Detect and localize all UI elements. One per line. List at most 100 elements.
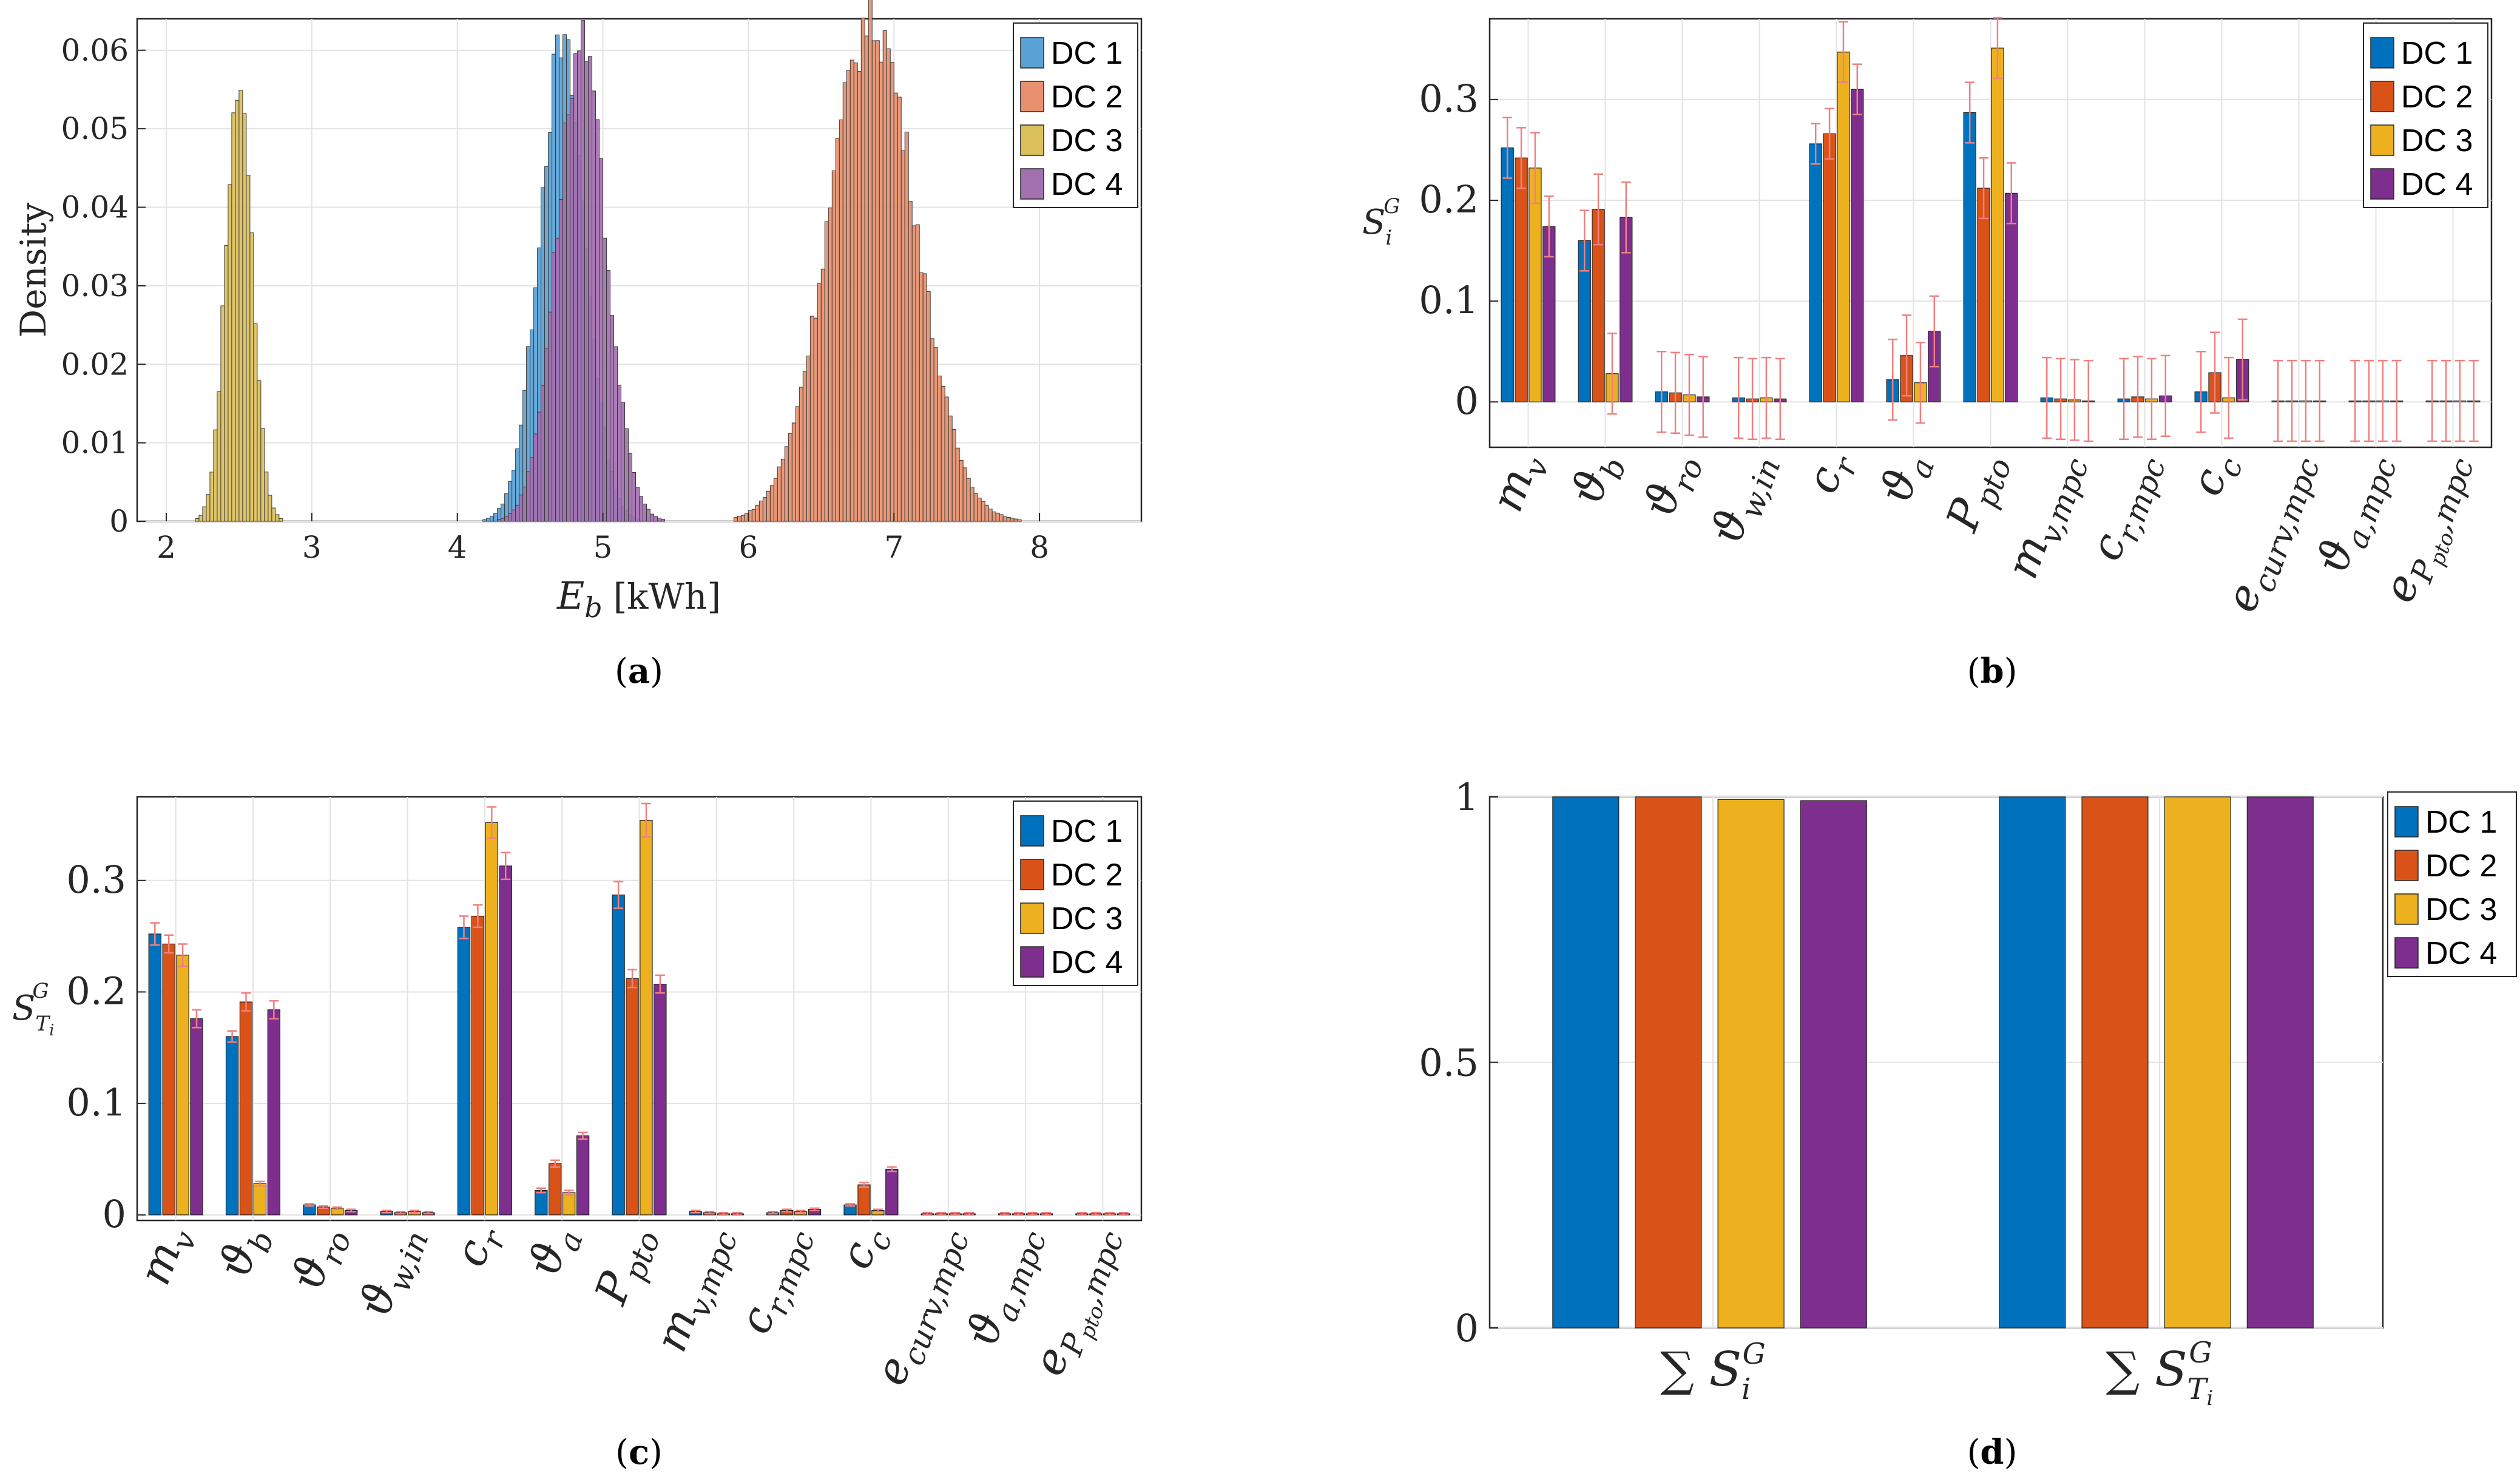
bar-dc4-6: [2005, 192, 2018, 402]
bar-dc4-1: [267, 1009, 281, 1216]
histogram-bin-dc2: [839, 119, 843, 522]
legend-swatch-dc1: [1020, 37, 1044, 69]
category-label-9: cc: [2180, 445, 2250, 504]
y-tick-label: 0.06: [61, 33, 129, 68]
bar-dc4-9: [885, 1168, 899, 1216]
bar-series-dc2: [1515, 107, 2453, 442]
legend-swatch-dc2: [1020, 81, 1044, 112]
bar-dc4-6: [654, 983, 667, 1216]
histogram-bin-dc3: [238, 90, 243, 522]
legend-swatch-dc4: [1020, 168, 1044, 200]
legend-label-dc3: DC 3: [2425, 892, 2497, 927]
histogram-series-dc4: [497, 20, 665, 522]
histogram-bin-dc2: [882, 30, 887, 522]
histogram-bin-dc2: [937, 375, 942, 522]
histogram-bin-dc4: [653, 516, 658, 522]
histogram-bin-dc2: [860, 18, 865, 522]
histogram-bin-dc2: [769, 485, 774, 522]
histogram-bin-dc4: [584, 61, 589, 522]
category-label-1: ϑb: [1561, 445, 1633, 513]
histogram-bin-dc3: [242, 113, 247, 522]
y-tick-label: 0.2: [1419, 177, 1479, 222]
histogram-bin-dc2: [835, 138, 840, 522]
histogram-bin-dc2: [751, 509, 756, 522]
histogram-bin-dc4: [624, 428, 629, 522]
histogram-bin-dc2: [1002, 516, 1007, 522]
histogram-bin-dc4: [508, 513, 513, 522]
category-label-8: cr,mpc: [729, 1219, 822, 1342]
bar-series-dc2: [1635, 796, 2149, 1328]
legend-label-dc4: DC 4: [2425, 936, 2497, 971]
panel-c-ylabel: STiG: [12, 979, 54, 1040]
histogram-bin-dc3: [235, 100, 240, 522]
histogram-bin-dc2: [948, 415, 953, 522]
histogram-bin-dc2: [788, 433, 792, 522]
bar-series-dc2: [162, 904, 1103, 1216]
bar-series-dc4: [1800, 796, 2314, 1328]
histogram-bin-dc2: [973, 493, 978, 522]
bar-dc3-6: [640, 819, 653, 1216]
histogram-bin-dc2: [766, 490, 771, 522]
bar-dc2-5: [549, 1163, 562, 1216]
histogram-bin-dc2: [762, 497, 767, 522]
bar-dc3-4: [485, 822, 499, 1216]
legend-label-dc1: DC 1: [1051, 814, 1123, 849]
histogram-bin-dc2: [981, 501, 985, 522]
histogram-bin-dc1: [493, 512, 498, 522]
histogram-bin-dc3: [206, 494, 211, 522]
histogram-bin-dc2: [824, 221, 829, 522]
histogram-bin-dc2: [777, 466, 782, 522]
histogram-bin-dc2: [850, 59, 854, 522]
histogram-bin-dc4: [628, 453, 633, 522]
histogram-bin-dc4: [610, 315, 615, 522]
bar-dc3-6: [1991, 47, 2004, 402]
y-tick-label: 0: [1455, 379, 1479, 423]
category-label-1: ϑb: [208, 1219, 281, 1287]
bar-dc1-0: [148, 933, 161, 1216]
histogram-bin-dc2: [922, 273, 927, 522]
histogram-bin-dc2: [941, 385, 945, 522]
histogram-bin-dc2: [988, 509, 993, 522]
histogram-bin-dc4: [649, 513, 654, 522]
bar-dc3-0: [176, 955, 189, 1216]
histogram-bin-dc2: [962, 467, 967, 522]
histogram-bin-dc4: [595, 119, 600, 522]
category-label-0: mv: [1481, 445, 1556, 521]
histogram-bin-dc2: [930, 338, 934, 522]
legend-label-dc3: DC 3: [1051, 123, 1123, 158]
panel-a-xlabel-unit: [kWh]: [613, 576, 721, 617]
histogram-bin-dc3: [275, 514, 280, 522]
panel-d-caption: (d): [1967, 1432, 2018, 1472]
histogram-bin-dc2: [926, 291, 931, 522]
legend-label-dc3: DC 3: [2401, 123, 2473, 158]
histogram-bin-dc2: [773, 478, 778, 522]
y-tick-label: 0.1: [66, 1080, 126, 1125]
histogram-bin-dc2: [911, 225, 916, 522]
histogram-bin-dc4: [606, 270, 611, 522]
histogram-bin-dc2: [955, 447, 960, 522]
histogram-bin-dc2: [999, 514, 1004, 522]
histogram-bin-dc2: [780, 458, 785, 522]
bar-dc1-0: [1501, 147, 1514, 402]
bar-dc3-1: [2164, 796, 2231, 1328]
category-label-1: ∑ STiG: [2106, 1336, 2214, 1410]
x-tick-label: 8: [1030, 530, 1049, 565]
x-tick-label: 6: [738, 530, 758, 565]
bar-dc1-6: [612, 895, 625, 1216]
category-label-0: ∑ SiG: [1660, 1337, 1766, 1406]
histogram-bin-dc2: [944, 396, 949, 522]
category-label-9: cc: [829, 1219, 899, 1278]
category-label-3: ϑw,in: [1700, 445, 1787, 552]
bar-series-dc1: [1501, 81, 2439, 442]
bar-dc2-9: [857, 1184, 871, 1216]
histogram-bin-dc2: [784, 446, 789, 522]
histogram-bin-dc4: [646, 509, 650, 522]
panel-a-axes: [136, 18, 1143, 523]
histogram-bin-dc3: [271, 507, 276, 522]
panel-a: 2 3 4 5 6 7 8 0 0.01 0.02 0.03 0.04 0.05 0.06 Densit…: [13, 0, 1143, 691]
histogram-bin-dc4: [599, 158, 604, 522]
category-label-5: ϑa: [1870, 445, 1942, 512]
histogram-bin-dc2: [820, 268, 825, 522]
bar-dc3-4: [1837, 52, 1850, 402]
histogram-bin-dc4: [533, 433, 538, 522]
